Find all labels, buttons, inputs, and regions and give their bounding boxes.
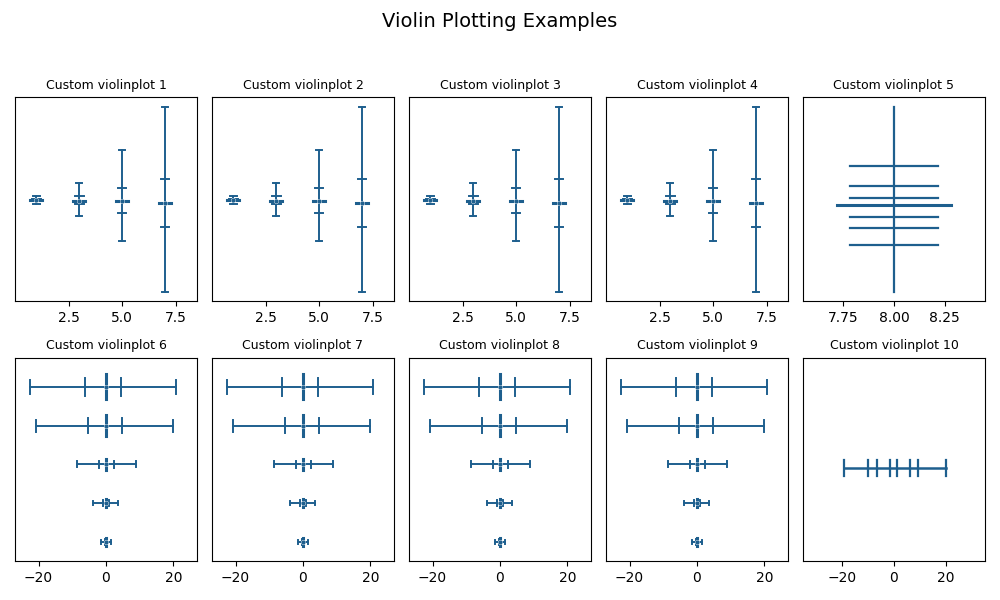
Title: Custom violinplot 6: Custom violinplot 6 [46, 340, 166, 352]
Title: Custom violinplot 10: Custom violinplot 10 [830, 340, 958, 352]
Title: Custom violinplot 4: Custom violinplot 4 [637, 79, 757, 92]
Text: Violin Plotting Examples: Violin Plotting Examples [382, 12, 618, 31]
Title: Custom violinplot 9: Custom violinplot 9 [637, 340, 757, 352]
Title: Custom violinplot 3: Custom violinplot 3 [440, 79, 560, 92]
Title: Custom violinplot 2: Custom violinplot 2 [243, 79, 363, 92]
Title: Custom violinplot 5: Custom violinplot 5 [833, 79, 954, 92]
Title: Custom violinplot 7: Custom violinplot 7 [242, 340, 363, 352]
Title: Custom violinplot 8: Custom violinplot 8 [439, 340, 560, 352]
Title: Custom violinplot 1: Custom violinplot 1 [46, 79, 166, 92]
